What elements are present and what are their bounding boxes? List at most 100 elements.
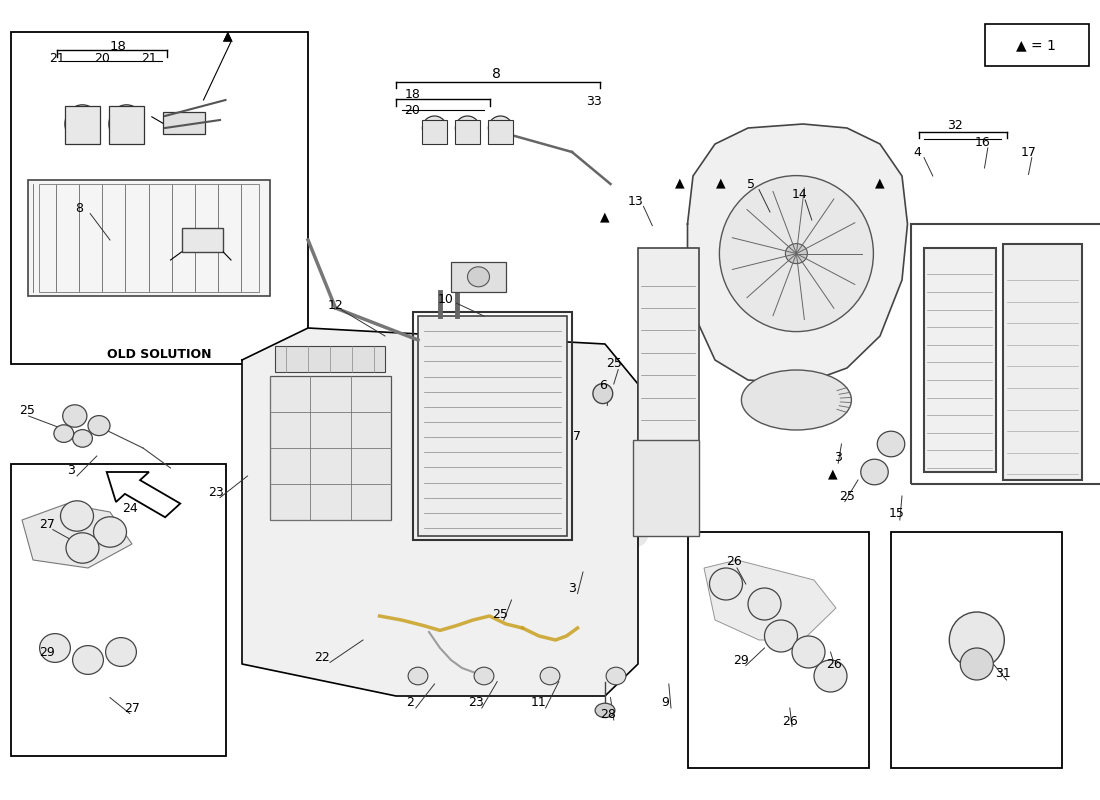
Text: 10: 10 (438, 293, 453, 306)
Text: ▲: ▲ (601, 210, 609, 223)
Ellipse shape (960, 648, 993, 680)
Ellipse shape (741, 370, 851, 430)
Polygon shape (22, 504, 132, 568)
Text: ▲: ▲ (675, 177, 684, 190)
Text: 22: 22 (315, 651, 330, 664)
Text: ▲: ▲ (876, 177, 884, 190)
Ellipse shape (88, 416, 110, 435)
Bar (418, 316, 566, 536)
Text: ▲: ▲ (223, 30, 232, 42)
Ellipse shape (949, 612, 1004, 668)
Ellipse shape (488, 116, 513, 140)
Ellipse shape (792, 636, 825, 668)
Ellipse shape (40, 634, 70, 662)
Text: 20: 20 (405, 104, 420, 117)
Ellipse shape (748, 588, 781, 620)
Ellipse shape (422, 116, 447, 140)
Bar (1003, 244, 1082, 480)
Ellipse shape (593, 384, 613, 403)
Bar (422, 120, 447, 144)
Text: 21: 21 (141, 52, 156, 65)
Text: 17: 17 (1021, 146, 1036, 158)
FancyArrow shape (107, 472, 180, 518)
Text: 26: 26 (782, 715, 797, 728)
Text: 8: 8 (492, 66, 500, 81)
Text: 3: 3 (67, 464, 76, 477)
Bar (270, 376, 390, 520)
Ellipse shape (66, 533, 99, 563)
Bar (163, 112, 205, 134)
Text: 21: 21 (50, 52, 65, 65)
Bar (182, 228, 223, 252)
Text: 6: 6 (598, 379, 607, 392)
Text: 25: 25 (839, 490, 855, 502)
Text: 8: 8 (75, 202, 84, 214)
Text: 25: 25 (606, 358, 621, 370)
Ellipse shape (719, 175, 873, 331)
Ellipse shape (764, 620, 798, 652)
Bar (911, 224, 1100, 484)
Text: 27: 27 (40, 518, 55, 530)
Text: 32: 32 (947, 119, 962, 132)
Ellipse shape (109, 105, 144, 143)
Bar (688, 532, 869, 768)
Text: OLD SOLUTION: OLD SOLUTION (108, 348, 211, 361)
Text: 11: 11 (531, 696, 547, 709)
Ellipse shape (468, 266, 490, 286)
Text: 26: 26 (826, 658, 842, 670)
Polygon shape (688, 124, 908, 384)
Text: 18: 18 (405, 88, 420, 101)
Ellipse shape (54, 425, 74, 442)
Ellipse shape (606, 667, 626, 685)
Bar (891, 532, 1062, 768)
Text: 14: 14 (792, 188, 807, 201)
Text: 18: 18 (109, 40, 126, 53)
Text: 9: 9 (661, 696, 670, 709)
Ellipse shape (408, 667, 428, 685)
Text: 25: 25 (20, 404, 35, 417)
Text: ▲: ▲ (828, 467, 837, 480)
Bar (455, 120, 480, 144)
Bar (412, 312, 572, 540)
Text: 12: 12 (328, 299, 343, 312)
Polygon shape (704, 560, 836, 640)
Ellipse shape (60, 501, 94, 531)
Text: 15: 15 (889, 507, 904, 520)
Text: 16: 16 (975, 136, 990, 149)
Ellipse shape (878, 431, 905, 457)
Text: 26: 26 (726, 555, 741, 568)
Ellipse shape (94, 517, 126, 547)
Text: 2: 2 (406, 696, 415, 709)
Ellipse shape (73, 646, 103, 674)
Text: 29: 29 (734, 654, 749, 666)
Bar (109, 106, 144, 144)
Ellipse shape (860, 459, 889, 485)
Text: ▲: ▲ (223, 30, 232, 42)
Ellipse shape (455, 116, 480, 140)
Text: 13: 13 (628, 195, 643, 208)
Text: 29: 29 (40, 646, 55, 658)
Ellipse shape (106, 638, 136, 666)
Text: 24: 24 (122, 502, 138, 514)
Text: 33: 33 (586, 95, 602, 108)
Text: 5: 5 (747, 178, 756, 190)
Ellipse shape (540, 667, 560, 685)
Bar (275, 346, 385, 372)
Bar (65, 106, 100, 144)
Text: 28: 28 (601, 708, 616, 721)
Ellipse shape (474, 667, 494, 685)
Ellipse shape (73, 430, 92, 447)
Text: e-däs
a parts
1095: e-däs a parts 1095 (455, 370, 689, 558)
Bar (984, 24, 1089, 66)
Ellipse shape (595, 703, 615, 718)
Text: ▲: ▲ (716, 177, 725, 190)
Ellipse shape (785, 243, 807, 263)
Text: 3: 3 (834, 451, 843, 464)
Ellipse shape (710, 568, 742, 600)
Ellipse shape (65, 105, 100, 143)
Text: 7: 7 (573, 430, 582, 442)
Text: 20: 20 (95, 52, 110, 65)
Bar (11, 32, 308, 364)
Bar (28, 180, 270, 296)
Polygon shape (242, 328, 638, 696)
